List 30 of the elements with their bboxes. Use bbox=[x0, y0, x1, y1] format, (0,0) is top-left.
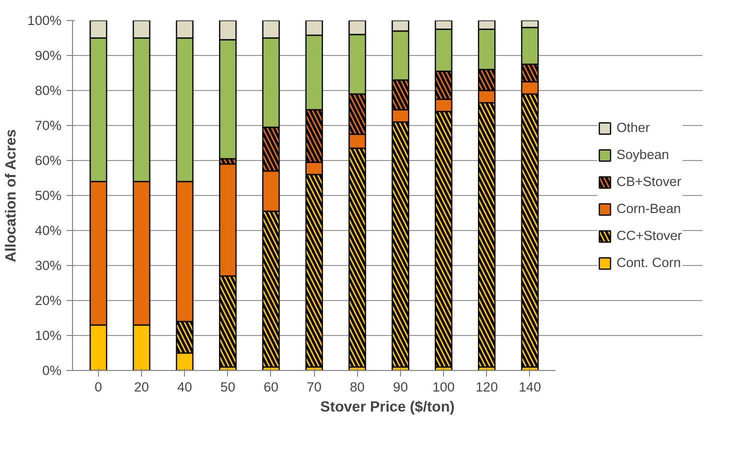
legend-label: CB+Stover bbox=[616, 174, 682, 189]
x-tick-label: 90 bbox=[393, 380, 408, 394]
x-axis-title: Stover Price ($/ton) bbox=[320, 400, 455, 416]
y-tick-label: 20% bbox=[34, 293, 62, 308]
x-tick-label: 0 bbox=[94, 380, 102, 394]
y-axis-title: Allocation of Acres bbox=[3, 129, 20, 262]
legend-label: Corn-Bean bbox=[616, 201, 681, 216]
y-tick-label: 40% bbox=[34, 223, 62, 238]
y-tick-label: 30% bbox=[34, 258, 62, 273]
x-tick-label: 140 bbox=[518, 380, 542, 394]
x-tick-label: 20 bbox=[134, 380, 149, 394]
x-tick-label: 70 bbox=[306, 380, 322, 394]
y-tick-label: 10% bbox=[34, 328, 62, 343]
x-tick-label: 40 bbox=[177, 380, 192, 394]
y-tick-label: 60% bbox=[34, 153, 62, 168]
legend-label: Other bbox=[616, 120, 650, 135]
legend-label: CC+Stover bbox=[616, 228, 682, 243]
y-tick-label: 70% bbox=[34, 118, 62, 133]
x-tick-label: 120 bbox=[476, 380, 498, 394]
x-tick-label: 50 bbox=[220, 380, 236, 394]
y-tick-label: 80% bbox=[34, 83, 62, 98]
y-tick-label: 50% bbox=[34, 188, 62, 203]
x-tick-label: 60 bbox=[264, 380, 278, 394]
legend-label: Soybean bbox=[616, 147, 670, 162]
y-tick-label: 100% bbox=[27, 13, 62, 28]
y-tick-label: 0% bbox=[42, 363, 62, 378]
legend-label: Cont. Corn bbox=[616, 255, 681, 270]
x-tick-label: 80 bbox=[350, 380, 365, 394]
y-tick-label: 90% bbox=[34, 48, 62, 63]
x-tick-label: 100 bbox=[432, 380, 455, 394]
